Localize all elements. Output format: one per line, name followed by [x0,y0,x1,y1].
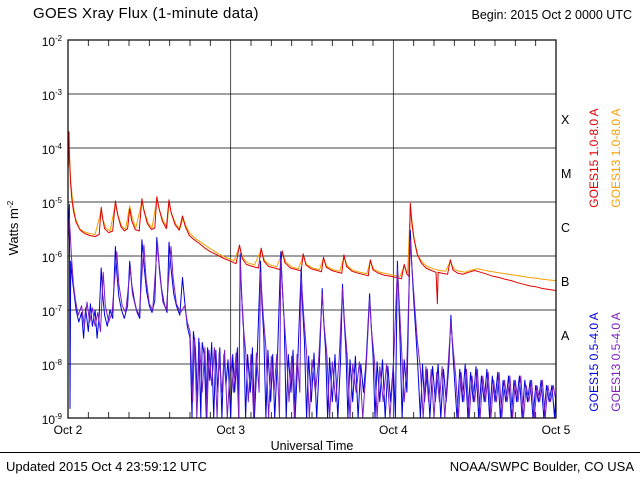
x-axis-tick-label: Oct 3 [216,423,245,437]
legend-goes15-short: GOES15 0.5-4.0 A [587,312,601,412]
footer-source-label: NOAA/SWPC Boulder, CO USA [449,459,634,474]
legend-goes15-long: GOES15 1.0-8.0 A [587,108,601,208]
x-axis-label: Universal Time [270,439,354,453]
series-trace-goes15-1-0-8-0-a [68,131,556,305]
flare-class-label-a: A [561,329,570,343]
legend-goes13-short: GOES13 0.5-4.0 A [609,312,623,412]
y-axis-tick-label: 10-8 [41,358,62,373]
y-axis-tick-label: 10-9 [41,412,62,427]
flare-class-label-c: C [561,221,571,235]
y-axis-tick-label: 10-3 [41,88,62,103]
flare-class-label-b: B [561,275,570,289]
flare-class-label-x: X [561,113,570,127]
begin-time-label: Begin: 2015 Oct 2 0000 UTC [471,8,632,22]
y-axis-tick-label: 10-2 [41,34,62,49]
x-axis-tick-label: Oct 2 [53,423,83,437]
footer-updated-label: Updated 2015 Oct 4 23:59:12 UTC [6,459,207,474]
y-axis-tick-label: 10-7 [41,304,62,319]
footer-divider [0,452,640,453]
page-title: GOES Xray Flux (1-minute data) [33,5,259,22]
y-axis-tick-label: 10-5 [41,196,62,211]
series-trace-goes15-0-5-4-0-a [68,204,556,418]
y-axis-tick-label: 10-6 [41,250,62,265]
y-axis-tick-label: 10-4 [41,142,62,157]
x-axis-tick-label: Oct 4 [378,423,408,437]
legend-goes13-long: GOES13 1.0-8.0 A [609,108,623,208]
x-axis-tick-label: Oct 5 [541,423,571,437]
series-trace-goes13-0-5-4-0-a [68,217,556,418]
flare-class-label-m: M [561,167,572,181]
